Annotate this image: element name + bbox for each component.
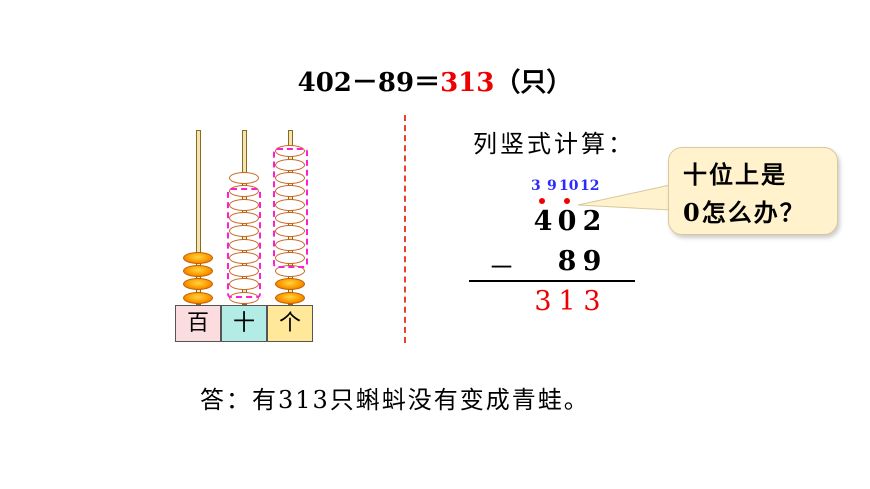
result-digit: 3	[534, 286, 552, 317]
abacus-bead-hollow	[275, 158, 305, 171]
hundreds-label: 百	[175, 305, 221, 342]
sum-line	[469, 280, 635, 282]
abacus-bead-hollow	[275, 185, 305, 198]
borrow-box	[227, 188, 261, 298]
minus-sign: －	[488, 253, 515, 284]
abacus-bead-filled	[183, 251, 213, 264]
carry-tens-10: 10	[559, 178, 579, 194]
borrow-box	[273, 148, 308, 268]
abacus-bead-filled	[183, 265, 213, 278]
abacus-bead-hollow	[229, 251, 259, 264]
subtrahend-digit: 9	[582, 246, 602, 277]
abacus-bead-filled	[275, 291, 305, 304]
abacus-bead-hollow	[229, 278, 259, 291]
carry-ones: 12	[580, 178, 600, 194]
abacus-bead-hollow	[229, 225, 259, 238]
equation-title: 402－89＝313（只）	[0, 62, 870, 99]
abacus-rod	[196, 130, 201, 305]
carry-tens-9: 9	[547, 178, 557, 194]
abacus-bead-hollow	[229, 211, 259, 224]
abacus-bead-hollow	[275, 198, 305, 211]
equation-result: 313	[440, 68, 495, 98]
borrow-dot	[539, 198, 545, 204]
result-digit: 3	[583, 286, 601, 317]
abacus-bead-hollow	[229, 238, 259, 251]
abacus-bead-hollow	[275, 265, 305, 278]
ones-label: 个	[267, 305, 313, 342]
abacus-bead-filled	[183, 278, 213, 291]
result-digit: 1	[558, 286, 576, 317]
tens-label: 十	[221, 305, 267, 342]
divider-line	[404, 115, 406, 343]
abacus-bead-hollow	[275, 172, 305, 184]
abacus-bead-hollow	[275, 225, 305, 238]
vertical-heading: 列竖式计算：	[473, 130, 635, 158]
abacus-bead-hollow	[275, 238, 305, 251]
minuend-digit: 2	[582, 206, 602, 237]
bubble-tail	[577, 184, 671, 211]
abacus-bead-hollow	[229, 198, 259, 211]
abacus-bead-hollow	[275, 211, 305, 224]
speech-bubble: 十位上是 0怎么办？	[668, 147, 838, 235]
subtrahend-digit: 8	[557, 246, 577, 277]
borrow-dot	[564, 198, 570, 204]
equation-unit: （只）	[494, 68, 573, 98]
equation-left: 402－89＝	[297, 68, 441, 98]
bubble-line-2: 0怎么办？	[683, 198, 806, 227]
answer-text: 答：有313只蝌蚪没有变成青蛙。	[200, 386, 590, 414]
abacus-bead-filled	[275, 278, 305, 291]
abacus-bead-hollow	[275, 251, 305, 264]
minuend-digit: 4	[533, 206, 553, 237]
abacus-bead-hollow	[229, 265, 259, 278]
carry-hundreds: 3	[531, 178, 541, 194]
bubble-line-1: 十位上是	[683, 160, 787, 189]
minuend-digit: 0	[557, 206, 577, 237]
abacus-bead-filled	[183, 291, 213, 304]
abacus-bead-hollow	[229, 172, 259, 184]
